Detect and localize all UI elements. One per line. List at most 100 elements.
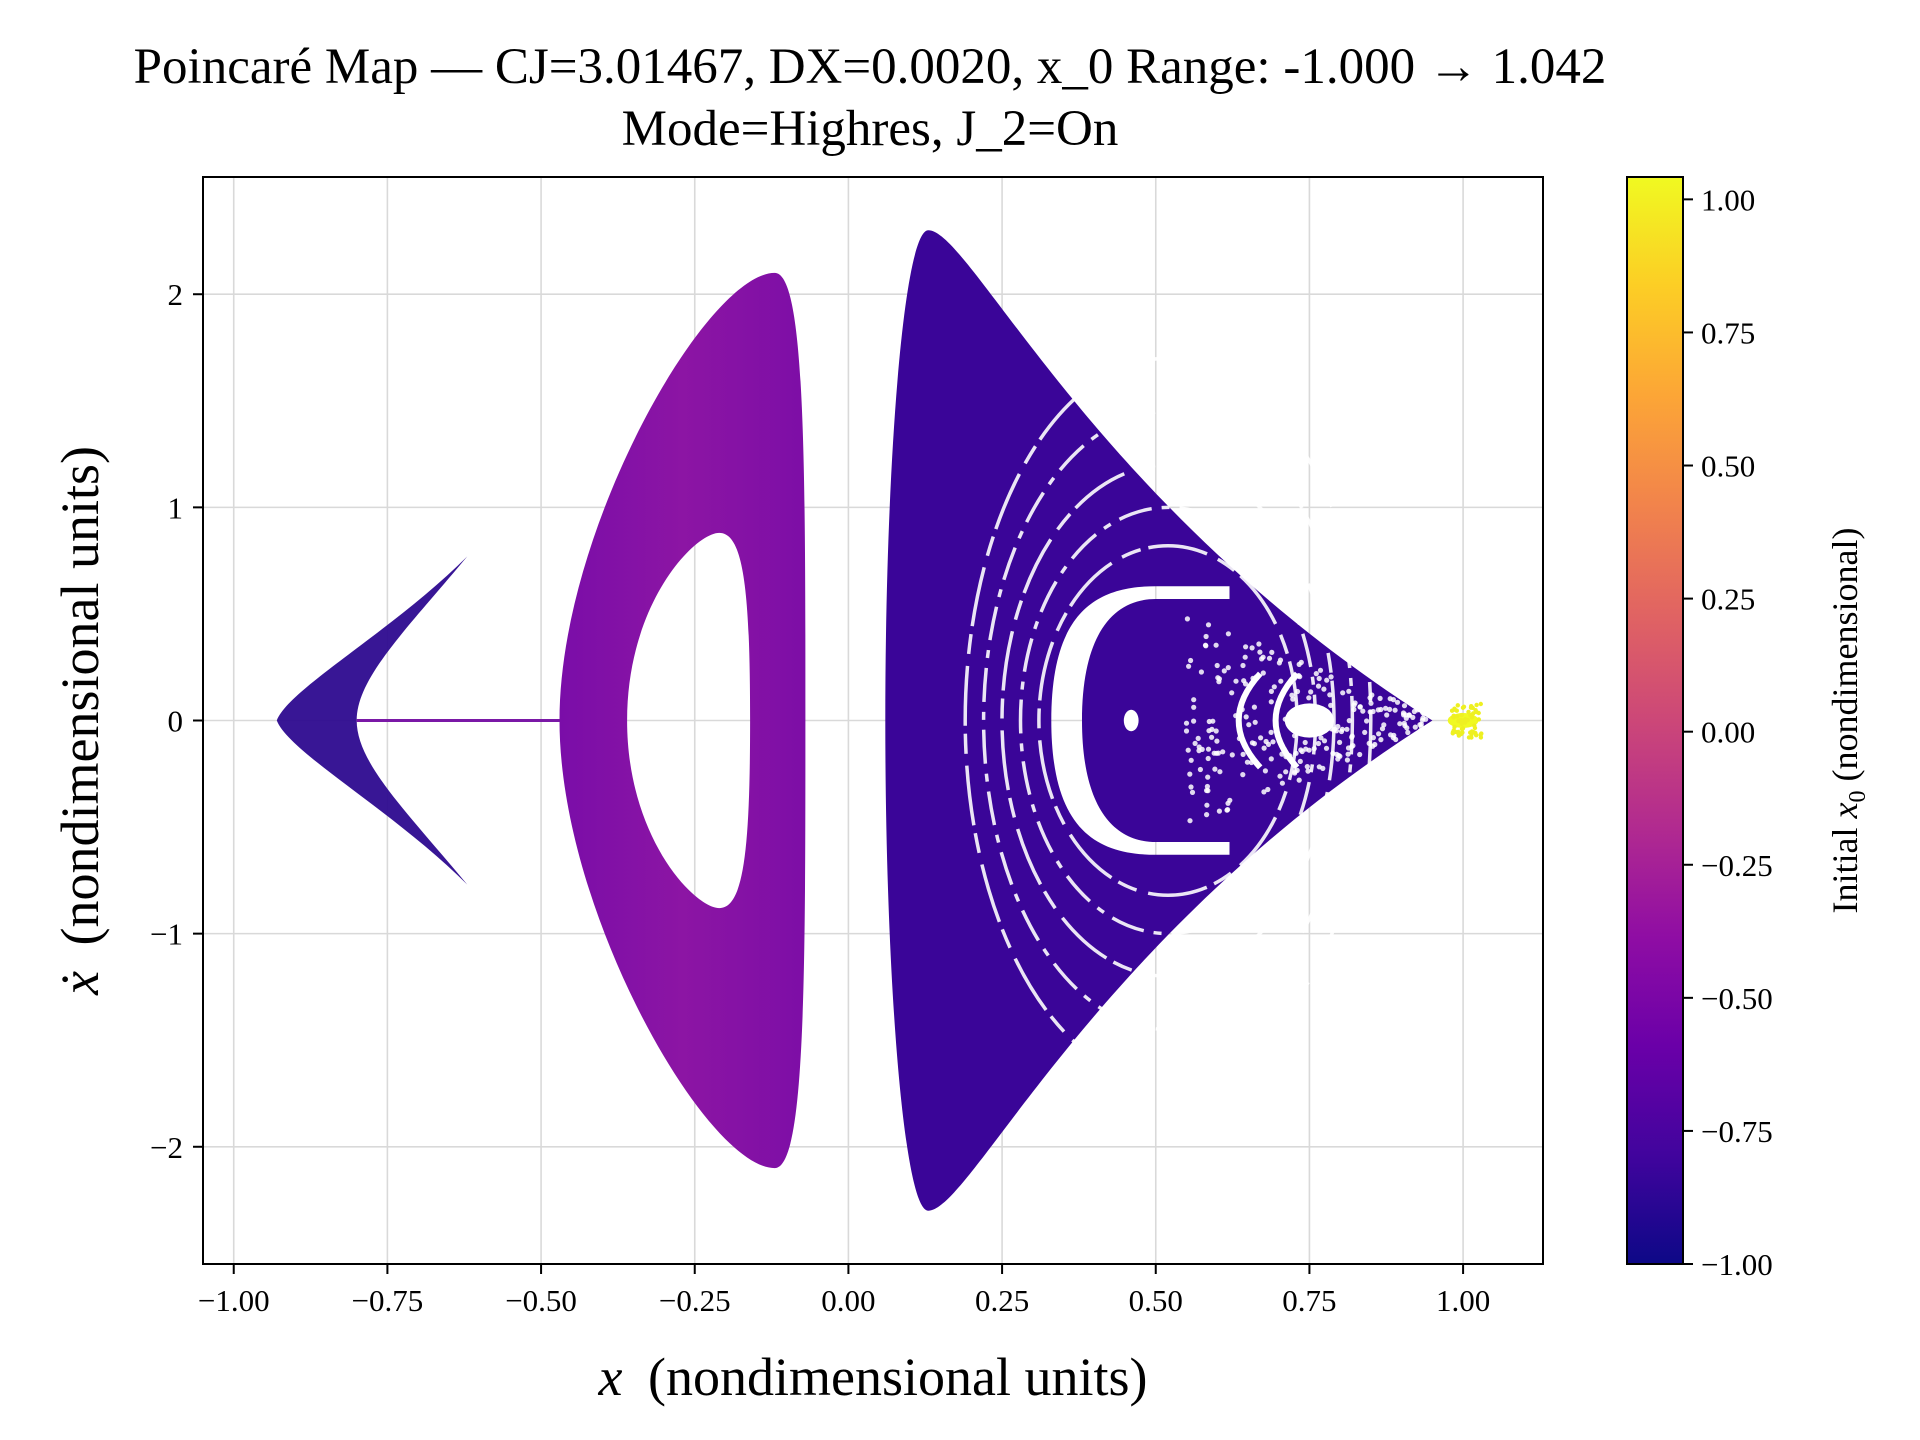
sea-gap-dot xyxy=(1345,745,1352,751)
sea-gap-dot xyxy=(1346,718,1352,724)
cluster-point xyxy=(1474,702,1479,708)
sea-gap-dot xyxy=(1189,789,1196,796)
sea-gap-dot xyxy=(1251,704,1257,710)
sea-gap-dot xyxy=(1282,716,1288,722)
sea-gap-dot xyxy=(1324,709,1330,715)
sea-gap-dot xyxy=(1344,726,1350,732)
sea-gap-dot xyxy=(1191,697,1197,703)
sea-gap-dot xyxy=(1213,642,1219,648)
cluster-point xyxy=(1460,726,1466,731)
sea-gap-dot xyxy=(1306,695,1312,701)
sea-gap-dot xyxy=(1206,718,1212,725)
sea-gap-dot xyxy=(1298,659,1304,666)
sea-gap-dot xyxy=(1289,692,1295,698)
cluster-point xyxy=(1473,708,1478,713)
sea-gap-dot xyxy=(1268,688,1274,695)
sea-gap-dot xyxy=(1214,662,1220,669)
sea-gap-dot xyxy=(1191,718,1197,724)
cluster-point xyxy=(1465,717,1471,723)
cluster-point xyxy=(1466,735,1472,740)
sea-gap-dot xyxy=(1184,616,1190,622)
sea-gap-dot xyxy=(1372,741,1378,748)
sea-gap-dot xyxy=(1225,800,1231,806)
sea-gap-dot xyxy=(1185,747,1191,753)
sea-gap-dot xyxy=(1298,747,1304,753)
sea-gap-dot xyxy=(1195,735,1201,742)
sea-gap-dot xyxy=(1346,688,1352,694)
sea-gap-dot xyxy=(1323,745,1330,751)
sea-gap-dot xyxy=(1383,705,1389,711)
sea-gap-dot xyxy=(1270,739,1276,745)
sea-gap-dot xyxy=(1417,722,1423,728)
sea-gap-dot xyxy=(1344,757,1350,763)
sea-gap-dot xyxy=(1328,720,1334,727)
sea-gap-dot xyxy=(1397,721,1403,727)
sea-gap-dot xyxy=(1240,696,1246,702)
right-triangle-islands xyxy=(963,356,1429,1085)
colorbar xyxy=(1626,176,1684,1265)
sea-gap-dot xyxy=(1306,714,1312,720)
sea-gap-dot xyxy=(1294,725,1300,731)
sea-gap-dot xyxy=(1387,706,1393,713)
sea-gap-dot xyxy=(1276,660,1282,666)
sea-gap-dot xyxy=(1204,802,1210,808)
sea-gap-dot xyxy=(1411,708,1417,715)
y-axis-label-symbol: ẋ xyxy=(50,971,110,996)
sea-gap-dot xyxy=(1334,751,1340,758)
sea-gap-dot xyxy=(1205,746,1212,752)
y-tick-label: 1 xyxy=(168,490,184,525)
sea-gap-dot xyxy=(1205,774,1211,780)
sea-gap-dot xyxy=(1239,706,1245,713)
x-tick-label: 0.25 xyxy=(975,1283,1029,1318)
sea-gap-dot xyxy=(1283,769,1289,775)
sea-gap-dot xyxy=(1401,703,1408,709)
cluster-point xyxy=(1452,724,1457,730)
cluster-point xyxy=(1472,723,1477,728)
sea-gap-dot xyxy=(1251,741,1257,747)
sea-gap-dot xyxy=(1307,724,1313,730)
sea-gap-dot xyxy=(1367,709,1373,715)
colorbar-tick-label: −0.75 xyxy=(1701,1114,1773,1149)
sea-gap-dot xyxy=(1360,708,1366,714)
sea-gap-dot xyxy=(1233,678,1239,684)
sea-gap-dot xyxy=(1256,641,1262,647)
sea-gap-dot xyxy=(1401,712,1407,718)
sea-gap-dot xyxy=(1183,720,1190,726)
cluster-point xyxy=(1474,733,1479,738)
sea-gap-dot xyxy=(1392,707,1398,713)
colorbar-tick-label: 0.75 xyxy=(1701,315,1755,350)
sea-gap-dot xyxy=(1188,657,1194,664)
colorbar-tick-label: −0.25 xyxy=(1701,848,1773,883)
sea-gap-dot xyxy=(1296,777,1302,783)
cluster-point xyxy=(1478,732,1483,737)
middle-ring-region xyxy=(559,272,806,1169)
sea-gap-dot xyxy=(1340,690,1346,696)
x-tick-label: 0.75 xyxy=(1282,1283,1336,1318)
sea-gap-dot xyxy=(1366,740,1372,747)
sea-gap-dot xyxy=(1302,739,1308,746)
sea-gap-dot xyxy=(1192,740,1198,747)
sea-gap-dot xyxy=(1364,718,1370,724)
cluster-point xyxy=(1478,701,1484,707)
sea-gap-dot xyxy=(1281,746,1287,752)
colorbar-label-prefix: Initial xyxy=(1825,818,1865,913)
x-tick-label: −0.75 xyxy=(352,1283,424,1318)
sea-gap-dot xyxy=(1269,649,1275,656)
cluster-point xyxy=(1452,707,1458,712)
sea-gap-dot xyxy=(1217,769,1223,775)
sea-gap-dot xyxy=(1258,735,1264,741)
sea-gap-dot xyxy=(1324,677,1330,683)
sea-gap-dot xyxy=(1204,812,1210,818)
sea-gap-dot xyxy=(1243,644,1249,650)
sea-gap-dot xyxy=(1297,674,1303,680)
colorbar-ticks: −1.00 −0.75 −0.50 −0.25 0.00 0.25 0.50 0.75 1.00 xyxy=(1683,182,1773,1282)
sea-gap-dot xyxy=(1203,633,1209,640)
sea-gap-dot xyxy=(1301,727,1307,734)
sea-gap-dot xyxy=(1349,733,1355,739)
sea-gap-dot xyxy=(1187,818,1193,824)
sea-gap-dot xyxy=(1327,692,1333,698)
sea-gap-dot xyxy=(1376,731,1382,737)
scatter-points xyxy=(276,230,1484,1211)
sea-gap-dot xyxy=(1265,741,1272,748)
y-tick-label: 0 xyxy=(168,704,184,739)
